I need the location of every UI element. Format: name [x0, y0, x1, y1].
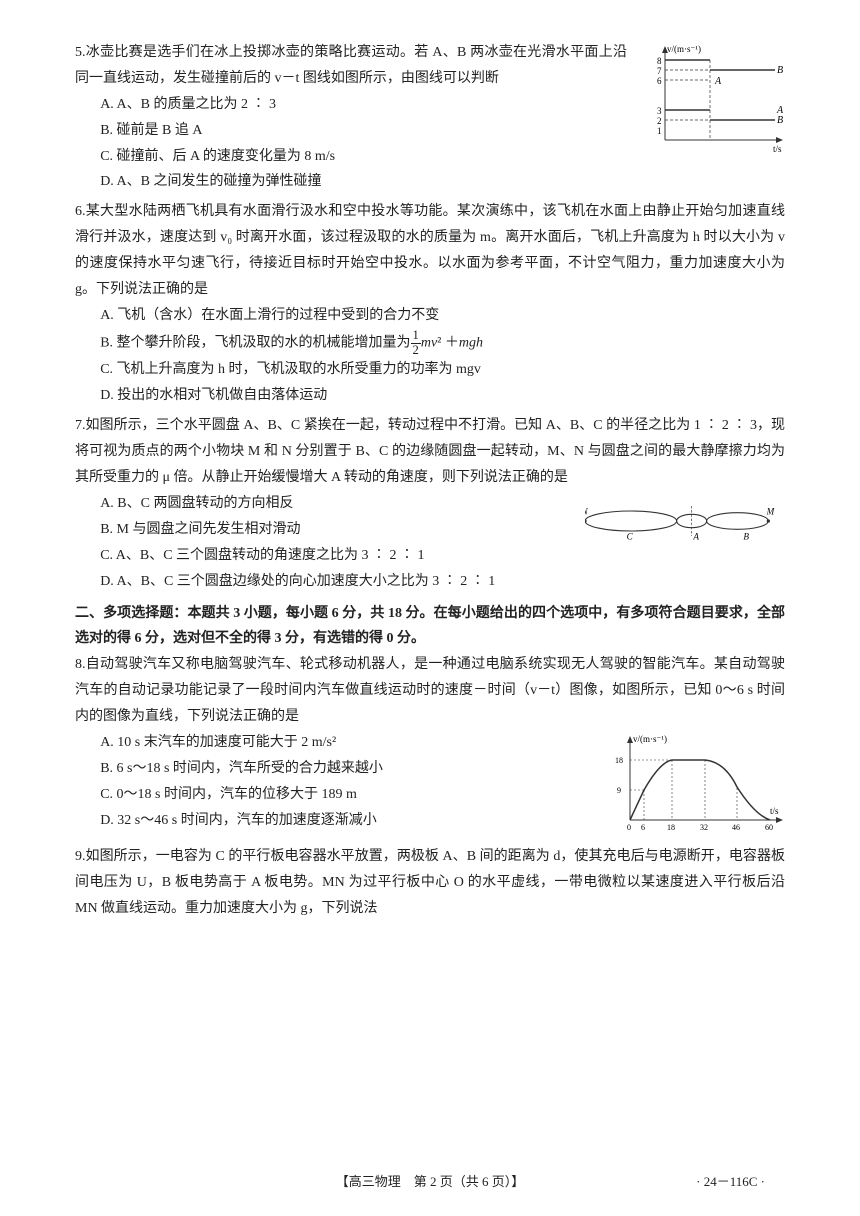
q5-ylabel: v/(m·s⁻¹)	[667, 44, 701, 54]
svg-text:C: C	[627, 531, 634, 541]
q6-opt-a: A. 飞机（含水）在水面上滑行的过程中受到的合力不变	[100, 303, 785, 329]
q6-number: 6.	[75, 204, 86, 219]
svg-text:60: 60	[765, 823, 773, 832]
q6-stem-text: 某大型水陆两栖飞机具有水面滑行汲水和空中投水等功能。某次演练中，该飞机在水面上由…	[75, 204, 785, 297]
svg-text:B: B	[743, 531, 749, 541]
q7-number: 7.	[75, 418, 86, 433]
svg-text:8: 8	[657, 56, 662, 66]
fraction-half: 12	[411, 329, 421, 358]
svg-text:6: 6	[657, 76, 662, 86]
q7-stem-text: 如图所示，三个水平圆盘 A、B、C 紧挨在一起，转动过程中不打滑。已知 A、B、…	[75, 418, 785, 485]
svg-text:7: 7	[657, 66, 662, 76]
q6-opt-b: B. 整个攀升阶段，飞机汲取的水的机械能增加量为12mv² ＋mgh	[100, 329, 785, 358]
q8-stem-text: 自动驾驶汽车又称电脑驾驶汽车、轮式移动机器人，是一种通过电脑系统实现无人驾驶的智…	[75, 657, 785, 724]
question-5: v/(m·s⁻¹) t/s 8 7 6 3 2 1 A B A B	[75, 40, 785, 195]
q7-diagram: N M C A B	[585, 491, 785, 551]
q8-stem: 8.自动驾驶汽车又称电脑驾驶汽车、轮式移动机器人，是一种通过电脑系统实现无人驾驶…	[75, 652, 785, 730]
q8-xlabel: t/s	[770, 806, 779, 816]
question-9: 9.如图所示，一电容为 C 的平行板电容器水平放置，两极板 A、B 间的距离为 …	[75, 844, 785, 922]
q8-number: 8.	[75, 657, 86, 672]
q6-stem: 6.某大型水陆两栖飞机具有水面滑行汲水和空中投水等功能。某次演练中，该飞机在水面…	[75, 199, 785, 303]
question-7: 7.如图所示，三个水平圆盘 A、B、C 紧挨在一起，转动过程中不打滑。已知 A、…	[75, 413, 785, 594]
q5-opt-d: D. A、B 之间发生的碰撞为弹性碰撞	[100, 169, 785, 195]
question-6: 6.某大型水陆两栖飞机具有水面滑行汲水和空中投水等功能。某次演练中，该飞机在水面…	[75, 199, 785, 409]
svg-text:0: 0	[627, 823, 631, 832]
q7-stem: 7.如图所示，三个水平圆盘 A、B、C 紧挨在一起，转动过程中不打滑。已知 A、…	[75, 413, 785, 491]
q5-xlabel: t/s	[773, 144, 782, 154]
page-footer-right: · 24－116C ·	[696, 1170, 765, 1194]
svg-text:A: A	[714, 76, 722, 87]
svg-text:32: 32	[700, 823, 708, 832]
q6-options: A. 飞机（含水）在水面上滑行的过程中受到的合力不变 B. 整个攀升阶段，飞机汲…	[75, 303, 785, 409]
q9-number: 9.	[75, 849, 86, 864]
q8-chart: v/(m·s⁻¹) t/s 0 6 18 32 46 60 9 18	[605, 730, 785, 840]
svg-text:18: 18	[615, 756, 623, 765]
q8-ylabel: v/(m·s⁻¹)	[633, 734, 667, 744]
svg-text:18: 18	[667, 823, 675, 832]
svg-text:1: 1	[657, 126, 662, 136]
svg-text:46: 46	[732, 823, 740, 832]
q9-stem-text: 如图所示，一电容为 C 的平行板电容器水平放置，两极板 A、B 间的距离为 d，…	[75, 849, 785, 916]
q7-opt-d: D. A、B、C 三个圆盘边缘处的向心加速度大小之比为 3 ∶ 2 ∶ 1	[100, 569, 785, 595]
q9-stem: 9.如图所示，一电容为 C 的平行板电容器水平放置，两极板 A、B 间的距离为 …	[75, 844, 785, 922]
q6-opt-b-pre: B. 整个攀升阶段，飞机汲取的水的机械能增加量为	[100, 335, 410, 350]
svg-text:B: B	[777, 115, 783, 126]
svg-text:B: B	[777, 65, 783, 76]
section-2-header: 二、多项选择题：本题共 3 小题，每小题 6 分，共 18 分。在每小题给出的四…	[75, 601, 785, 653]
q6-opt-d: D. 投出的水相对飞机做自由落体运动	[100, 383, 785, 409]
svg-text:N: N	[585, 506, 589, 516]
svg-text:A: A	[692, 531, 699, 541]
q5-stem-text: 冰壶比赛是选手们在冰上投掷冰壶的策略比赛运动。若 A、B 两冰壶在光滑水平面上沿…	[75, 45, 627, 86]
q5-chart: v/(m·s⁻¹) t/s 8 7 6 3 2 1 A B A B	[635, 40, 785, 160]
svg-text:6: 6	[641, 823, 645, 832]
svg-text:3: 3	[657, 106, 662, 116]
q6-opt-c: C. 飞机上升高度为 h 时，飞机汲取的水所受重力的功率为 mgv	[100, 357, 785, 383]
svg-text:9: 9	[617, 786, 621, 795]
question-8: 8.自动驾驶汽车又称电脑驾驶汽车、轮式移动机器人，是一种通过电脑系统实现无人驾驶…	[75, 652, 785, 840]
svg-text:M: M	[766, 506, 776, 516]
q5-number: 5.	[75, 45, 86, 60]
svg-text:2: 2	[657, 116, 662, 126]
